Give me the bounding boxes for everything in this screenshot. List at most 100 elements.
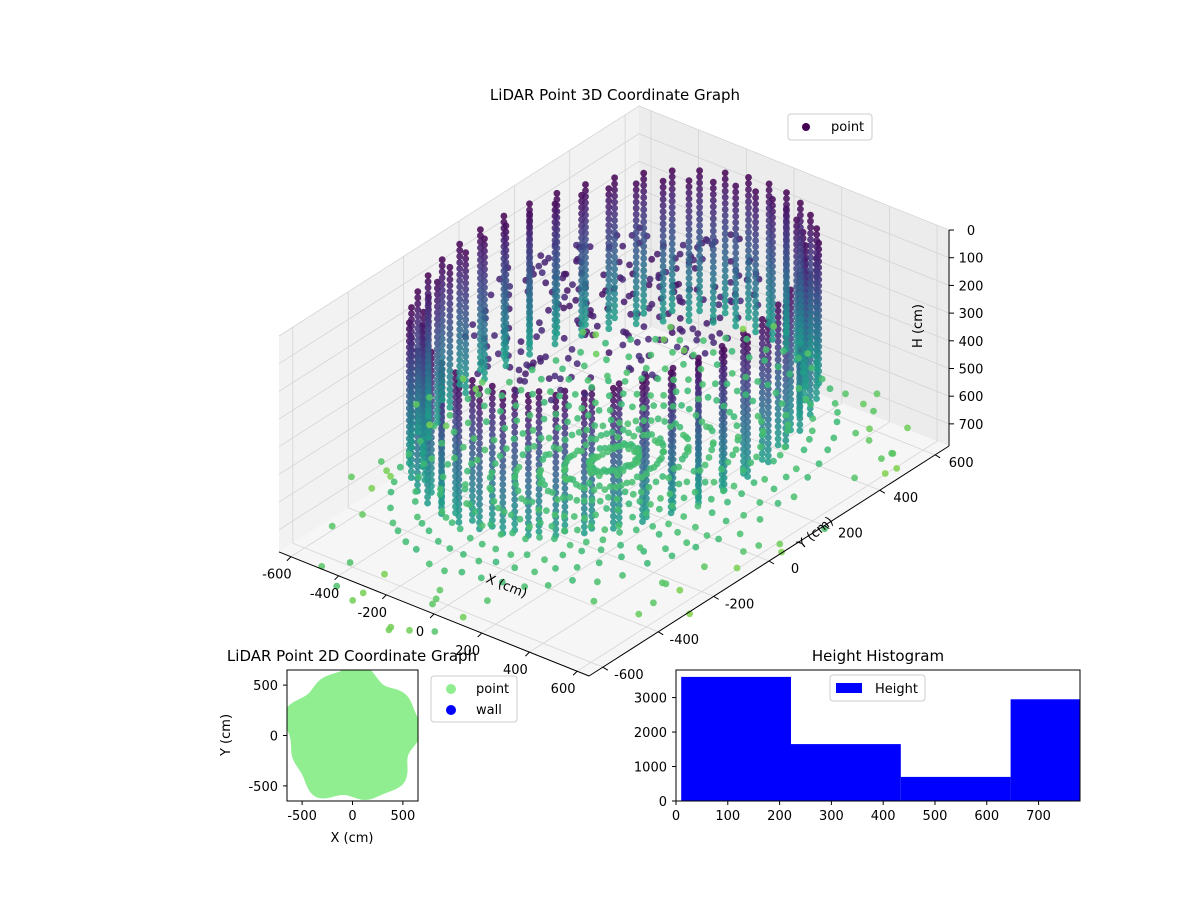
- data-point: [635, 610, 643, 618]
- data-point: [488, 431, 496, 439]
- data-point: [696, 167, 703, 175]
- data-point: [680, 513, 688, 520]
- data-point: [718, 446, 726, 454]
- data-point: [469, 444, 476, 451]
- data-point: [683, 478, 691, 486]
- data-point: [456, 525, 464, 533]
- data-point: [594, 578, 601, 586]
- data-point: [424, 333, 432, 340]
- data-point: [696, 466, 704, 474]
- data-point: [807, 242, 814, 249]
- data-point: [635, 352, 643, 360]
- data-point: [611, 223, 618, 230]
- data-point: [446, 282, 454, 289]
- data-point: [589, 312, 597, 320]
- data-point: [764, 373, 772, 380]
- data-point: [477, 305, 484, 313]
- data-point: [432, 595, 440, 603]
- data-point: [407, 468, 415, 475]
- data-point: [525, 507, 532, 515]
- data-point: [438, 347, 446, 355]
- data-point: [446, 318, 454, 326]
- data-point: [496, 452, 504, 460]
- data-point: [526, 291, 533, 299]
- legend-marker-wall: [446, 705, 456, 715]
- data-point: [878, 455, 885, 462]
- data-point: [537, 375, 545, 383]
- data-point: [659, 473, 667, 480]
- data-point: [526, 328, 533, 336]
- data-point: [802, 376, 810, 384]
- chart-2d-ylabel: Y (cm): [219, 714, 234, 757]
- data-point: [424, 308, 432, 316]
- data-point: [346, 559, 354, 566]
- data-point: [774, 417, 782, 424]
- data-point: [696, 240, 703, 248]
- data-point: [425, 434, 432, 441]
- data-point: [582, 181, 589, 188]
- data-point: [553, 202, 561, 209]
- data-point: [476, 440, 483, 447]
- data-point: [796, 393, 803, 401]
- data-point: [469, 377, 476, 384]
- data-point: [387, 504, 394, 512]
- x-tick-label: 400: [871, 809, 896, 824]
- data-point: [511, 520, 519, 528]
- data-point: [511, 473, 519, 480]
- data-point: [462, 358, 470, 366]
- data-point: [727, 297, 734, 304]
- data-point: [559, 274, 567, 282]
- data-point: [640, 261, 648, 268]
- data-point: [647, 392, 654, 399]
- data-point: [615, 522, 623, 530]
- data-point: [428, 482, 435, 490]
- data-point: [552, 357, 560, 364]
- data-point: [718, 422, 726, 429]
- data-point: [632, 253, 640, 261]
- data-point: [526, 340, 533, 348]
- data-point: [685, 268, 693, 276]
- data-point: [582, 242, 589, 249]
- data-point: [721, 236, 729, 244]
- data-point: [809, 415, 817, 422]
- data-point: [462, 249, 470, 257]
- data-point: [708, 446, 716, 454]
- data-point: [605, 325, 613, 333]
- data-point: [517, 338, 525, 345]
- data-point: [577, 348, 584, 356]
- data-point: [434, 412, 441, 420]
- data-point: [414, 312, 422, 320]
- data-point: [599, 536, 607, 544]
- data-point: [834, 409, 841, 416]
- data-point: [721, 309, 729, 317]
- data-point: [632, 235, 640, 243]
- data-point: [752, 310, 759, 317]
- data-point: [408, 413, 415, 421]
- data-point: [797, 230, 804, 237]
- data-point: [462, 328, 470, 336]
- data-point: [627, 310, 635, 318]
- data-point: [611, 229, 618, 237]
- data-point: [807, 248, 814, 256]
- data-point: [644, 559, 651, 567]
- data-point: [721, 267, 729, 274]
- data-point: [695, 403, 702, 411]
- data-point: [535, 491, 543, 499]
- histogram-bar: [791, 744, 901, 801]
- data-point: [640, 242, 648, 250]
- data-point: [685, 207, 693, 215]
- data-point: [405, 450, 413, 458]
- legend-label-point: point: [831, 120, 864, 135]
- data-point: [783, 323, 790, 330]
- data-point: [732, 231, 740, 239]
- data-point: [438, 274, 446, 282]
- data-point: [553, 226, 561, 234]
- data-point: [462, 346, 470, 354]
- data-point: [745, 241, 752, 248]
- data-point: [499, 499, 507, 507]
- data-point: [428, 446, 435, 454]
- data-point: [428, 476, 435, 484]
- data-point: [790, 493, 798, 501]
- data-point: [452, 479, 459, 486]
